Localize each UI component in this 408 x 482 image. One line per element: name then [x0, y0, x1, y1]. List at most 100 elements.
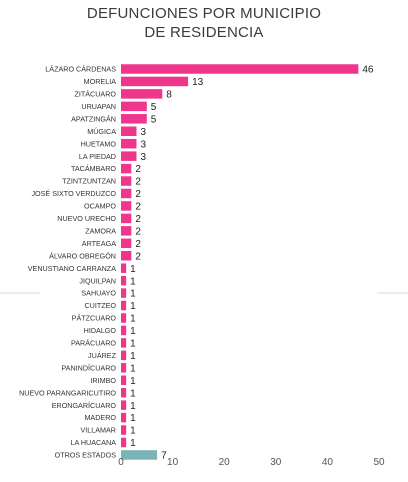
- x-tick-label: 10: [167, 457, 179, 468]
- bar: [121, 101, 147, 112]
- bar: [121, 350, 127, 361]
- data-label: 2: [135, 251, 141, 262]
- x-tick-label: 50: [373, 457, 385, 468]
- category-label: LA PIEDAD: [79, 152, 116, 161]
- category-label: MÚGICA: [87, 127, 116, 136]
- data-label: 1: [130, 413, 136, 424]
- bar: [121, 238, 132, 249]
- data-label: 1: [130, 388, 136, 399]
- bar: [121, 288, 127, 298]
- data-label: 3: [140, 139, 146, 150]
- bar: [121, 114, 147, 124]
- category-label: JUÁREZ: [88, 351, 117, 360]
- data-label: 2: [135, 164, 141, 175]
- data-label: 8: [166, 90, 172, 101]
- x-tick-label: 30: [270, 457, 282, 468]
- category-label: ÁLVARO OBREGÓN: [49, 251, 116, 260]
- category-label: HIDALGO: [84, 326, 117, 335]
- category-label: PARÁCUARO: [71, 339, 116, 348]
- data-label: 1: [130, 314, 136, 325]
- bar: [121, 325, 127, 336]
- data-label: 2: [135, 214, 141, 225]
- bar: [121, 363, 127, 373]
- bar: [121, 176, 132, 186]
- category-label: OTROS ESTADOS: [55, 451, 117, 460]
- bar: [121, 64, 359, 74]
- category-label: TZINTZUNTZAN: [62, 177, 116, 186]
- category-label: PÁTZCUARO: [72, 314, 117, 323]
- data-label: 2: [135, 202, 141, 213]
- category-label: LA HUACANA: [70, 438, 116, 447]
- bar: [121, 437, 127, 448]
- data-label: 1: [130, 426, 136, 437]
- bar: [121, 263, 127, 273]
- data-label: 2: [135, 177, 141, 188]
- bar: [121, 400, 127, 410]
- data-label: 1: [130, 339, 136, 350]
- bar: [121, 275, 127, 286]
- category-label: IRIMBO: [90, 376, 116, 385]
- category-label: TACÁMBARO: [71, 164, 116, 173]
- bar: [121, 425, 127, 435]
- category-label: LÁZARO CÁRDENAS: [45, 65, 116, 74]
- category-label: APATZINGÁN: [71, 114, 116, 123]
- category-label: PANINDÍCUARO: [61, 363, 116, 372]
- category-label: HUETAMO: [81, 139, 117, 148]
- bar: [121, 163, 132, 174]
- data-label: 3: [140, 127, 146, 138]
- bar: [121, 188, 132, 199]
- data-label: 1: [130, 438, 136, 449]
- bar: [121, 226, 132, 236]
- data-label: 1: [130, 363, 136, 374]
- data-label: 1: [130, 289, 136, 300]
- category-label: MADERO: [84, 413, 116, 422]
- bar: [121, 412, 127, 423]
- data-label: 3: [140, 152, 146, 163]
- bar: [121, 450, 158, 460]
- bar: [121, 138, 137, 149]
- bar: [121, 126, 137, 136]
- category-label: NUEVO URECHO: [57, 214, 116, 223]
- x-tick-label: 40: [322, 457, 334, 468]
- category-label: ARTEAGA: [82, 239, 116, 248]
- category-label: ZAMORA: [85, 226, 116, 235]
- data-label: 46: [362, 65, 374, 76]
- category-label: ZITÁCUARO: [74, 90, 116, 99]
- data-label: 13: [192, 77, 204, 88]
- bar: [121, 89, 163, 99]
- chart-title-line-2: DE RESIDENCIA: [144, 24, 264, 41]
- data-label: 5: [151, 114, 157, 125]
- bar: [121, 387, 127, 398]
- bar: [121, 300, 127, 311]
- data-label: 1: [130, 326, 136, 337]
- category-label: URUAPAN: [81, 102, 116, 111]
- bar: [121, 201, 132, 211]
- bar: [121, 213, 132, 224]
- bar: [121, 338, 127, 348]
- category-label: VILLAMAR: [80, 426, 116, 435]
- data-label: 1: [130, 276, 136, 287]
- x-tick-label: 0: [118, 457, 124, 468]
- data-label: 1: [130, 376, 136, 387]
- data-label: 1: [130, 301, 136, 312]
- bar: [121, 251, 132, 261]
- x-tick-label: 20: [219, 457, 231, 468]
- data-label: 5: [151, 102, 157, 113]
- bar: [121, 151, 137, 161]
- category-label: JIQUILPAN: [79, 276, 116, 285]
- category-label: NUEVO PARANGARICUTIRO: [19, 388, 116, 397]
- category-label: ERONGARÍCUARO: [52, 401, 117, 410]
- data-label: 1: [130, 401, 136, 412]
- data-label: 2: [135, 189, 141, 200]
- category-label: MORELIA: [84, 77, 117, 86]
- category-label: JOSÉ SIXTO VERDUZCO: [31, 189, 116, 198]
- chart-title-line-1: DEFUNCIONES POR MUNICIPIO: [86, 5, 322, 22]
- bar: [121, 76, 189, 87]
- category-label: VENUSTIANO CARRANZA: [28, 264, 116, 273]
- data-label: 1: [130, 351, 136, 362]
- data-label: 7: [161, 451, 167, 462]
- category-label: SAHUAYO: [81, 289, 116, 298]
- category-label: OCAMPO: [84, 202, 116, 211]
